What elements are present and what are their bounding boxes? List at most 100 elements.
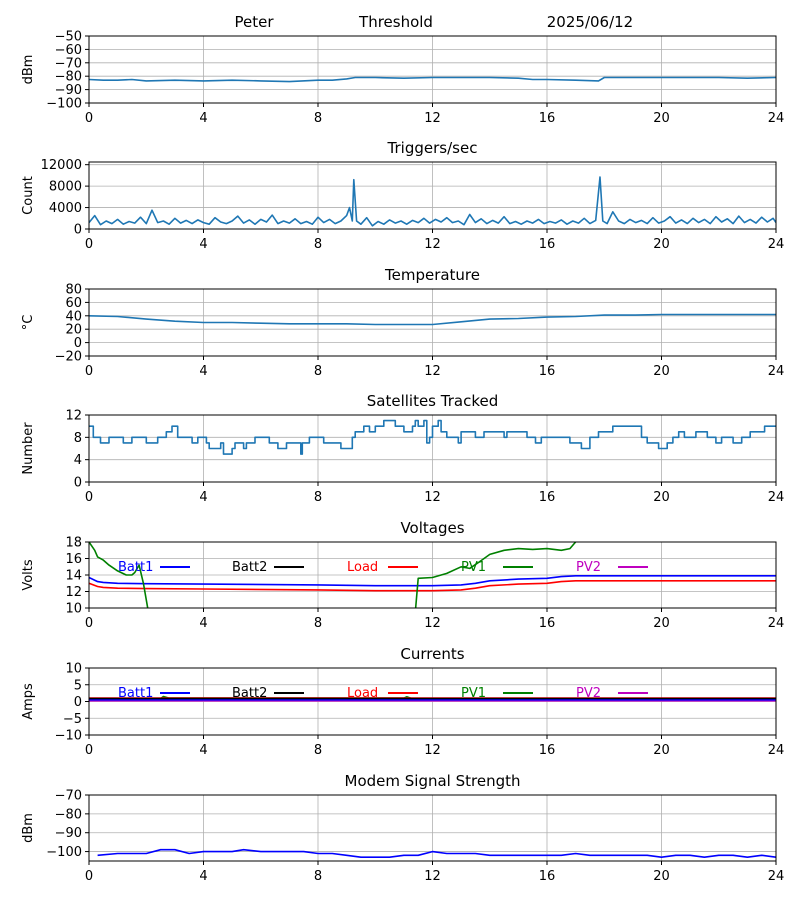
y-tick-label: 12: [65, 585, 82, 600]
x-tick-label: 4: [199, 743, 207, 758]
chart-title: Triggers/sec: [387, 139, 478, 157]
y-tick-label: 4000: [49, 201, 82, 216]
legend-label-load: Load: [347, 560, 378, 575]
x-tick-label: 8: [314, 111, 322, 126]
legend-label-batt2: Batt2: [232, 560, 267, 575]
legend-label-pv1: PV1: [461, 686, 486, 701]
y-tick-label: 8000: [49, 180, 82, 195]
x-tick-label: 4: [199, 616, 207, 631]
y-axis-label: °C: [21, 315, 36, 331]
chart-panel-7: 0 4 8 12 16 20 24 −100 −90 −80 −70 Modem Signal Str…: [21, 772, 784, 884]
y-tick-label: −50: [55, 30, 82, 45]
y-axis-label: Number: [21, 422, 36, 475]
x-tick-label: 12: [424, 111, 441, 126]
y-tick-label: −70: [55, 789, 82, 804]
x-tick-label: 0: [85, 364, 93, 379]
series-group: [89, 76, 776, 83]
series-group: [89, 313, 776, 326]
y-tick-label: 5: [74, 678, 82, 693]
header-mode: Threshold: [358, 13, 433, 31]
legend-label-batt1: Batt1: [118, 560, 153, 575]
x-tick-label: 20: [653, 616, 670, 631]
series-line-data: [89, 419, 776, 455]
x-tick-label: 24: [768, 743, 785, 758]
x-tick-label: 16: [539, 743, 556, 758]
y-tick-label: 12000: [41, 158, 82, 173]
y-tick-label: 80: [65, 283, 82, 298]
y-tick-label: 10: [65, 602, 82, 617]
series-line-data: [97, 848, 776, 858]
x-tick-label: 0: [85, 237, 93, 252]
x-tick-label: 12: [424, 490, 441, 505]
x-tick-label: 24: [768, 364, 785, 379]
x-tick-label: 16: [539, 364, 556, 379]
y-tick-label: 0: [74, 695, 82, 710]
y-tick-label: 4: [74, 453, 82, 468]
chart-panel-4: 0 4 8 12 16 20 24 0 4 8 12 Satellites Tracked Number: [21, 392, 784, 505]
y-tick-label: −80: [55, 807, 82, 822]
y-tick-label: −100: [46, 97, 82, 112]
y-axis-label: Volts: [21, 559, 36, 591]
series-line-data: [89, 76, 776, 83]
chart-panel-1: 0 4 8 12 16 20 24 −100−90−80−70−60−50 dBm: [21, 30, 784, 127]
x-tick-label: 8: [314, 743, 322, 758]
x-tick-label: 4: [199, 869, 207, 884]
x-tick-label: 16: [539, 616, 556, 631]
x-tick-label: 4: [199, 364, 207, 379]
chart-title: Satellites Tracked: [367, 392, 498, 410]
x-tick-label: 12: [424, 237, 441, 252]
y-tick-label: −60: [55, 43, 82, 58]
y-tick-label: −10: [55, 729, 82, 744]
legend-label-batt1: Batt1: [118, 686, 153, 701]
x-tick-label: 24: [768, 237, 785, 252]
y-tick-label: 14: [65, 569, 82, 584]
x-tick-label: 20: [653, 869, 670, 884]
chart-title: Modem Signal Strength: [345, 772, 521, 790]
y-tick-label: −100: [46, 845, 82, 860]
y-tick-label: 12: [65, 409, 82, 424]
y-tick-label: −70: [55, 56, 82, 71]
x-tick-label: 8: [314, 237, 322, 252]
legend-label-batt2: Batt2: [232, 686, 267, 701]
y-tick-label: 0: [74, 336, 82, 351]
x-tick-label: 20: [653, 364, 670, 379]
x-tick-label: 16: [539, 237, 556, 252]
y-axis-label: dBm: [21, 813, 36, 843]
x-tick-label: 8: [314, 869, 322, 884]
x-tick-label: 16: [539, 490, 556, 505]
x-tick-label: 12: [424, 616, 441, 631]
y-tick-label: −80: [55, 70, 82, 85]
x-tick-label: 4: [199, 490, 207, 505]
header-date: 2025/06/12: [547, 13, 633, 31]
legend-label-pv1: PV1: [461, 560, 486, 575]
series-line-data: [89, 176, 776, 227]
legend-label-load: Load: [347, 686, 378, 701]
y-tick-label: 16: [65, 552, 82, 567]
y-tick-label: 10: [65, 662, 82, 677]
y-axis-label: Amps: [21, 683, 36, 720]
x-tick-label: 0: [85, 111, 93, 126]
x-tick-label: 0: [85, 616, 93, 631]
y-tick-label: −20: [55, 350, 82, 365]
x-tick-label: 20: [653, 237, 670, 252]
x-tick-label: 20: [653, 743, 670, 758]
x-tick-label: 0: [85, 490, 93, 505]
y-axis-label: dBm: [21, 55, 36, 85]
x-tick-label: 24: [768, 490, 785, 505]
x-tick-label: 8: [314, 616, 322, 631]
x-tick-label: 4: [199, 111, 207, 126]
x-tick-label: 12: [424, 743, 441, 758]
y-axis-label: Count: [21, 176, 36, 215]
x-tick-label: 8: [314, 364, 322, 379]
x-tick-label: 0: [85, 869, 93, 884]
x-tick-label: 12: [424, 364, 441, 379]
x-tick-label: 20: [653, 111, 670, 126]
y-tick-label: 60: [65, 296, 82, 311]
chart-panel-2: 0 4 8 12 16 20 24 0 4000 8000 12000 Triggers/sec Cou…: [21, 139, 784, 252]
chart-panel-6: 0 4 8 12 16 20 24 −10 −5 0 510 Currents Amps Batt1 Bat…: [21, 645, 784, 758]
x-tick-label: 24: [768, 869, 785, 884]
